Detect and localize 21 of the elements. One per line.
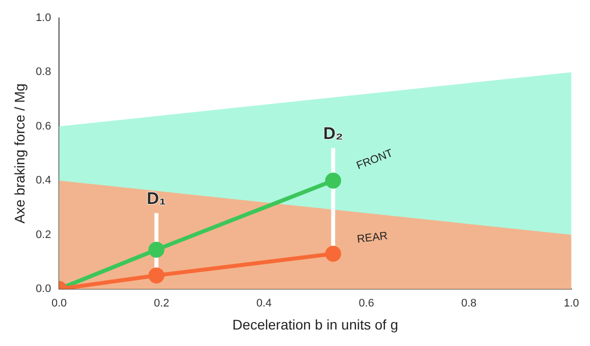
y-tick-label: 0.6 bbox=[36, 120, 52, 132]
point bbox=[325, 246, 342, 262]
x-tick-label: 0.0 bbox=[51, 298, 67, 310]
y-tick-label: 0.0 bbox=[36, 283, 52, 296]
y-tick-label: 0.8 bbox=[36, 66, 52, 78]
x-tick-label: 0.8 bbox=[461, 298, 477, 310]
x-tick-label: 0.4 bbox=[256, 298, 272, 310]
point bbox=[325, 172, 342, 189]
x-tick-label: 0.6 bbox=[358, 298, 374, 310]
y-tick-label: 0.2 bbox=[36, 228, 52, 241]
x-tick-label: 0.2 bbox=[154, 298, 170, 310]
annotation: D₂ bbox=[323, 124, 344, 143]
x-axis-title: Deceleration b in units of g bbox=[232, 316, 398, 332]
x-tick-label: 1.0 bbox=[564, 298, 580, 310]
text: REAR bbox=[356, 230, 388, 246]
y-axis-title: Axe braking force / Mg bbox=[11, 83, 28, 224]
y-tick-label: 1.0 bbox=[36, 12, 52, 24]
annotation: D₁ bbox=[146, 188, 166, 208]
y-tick-label: 0.4 bbox=[36, 174, 52, 187]
point bbox=[148, 242, 164, 258]
point bbox=[148, 267, 164, 284]
